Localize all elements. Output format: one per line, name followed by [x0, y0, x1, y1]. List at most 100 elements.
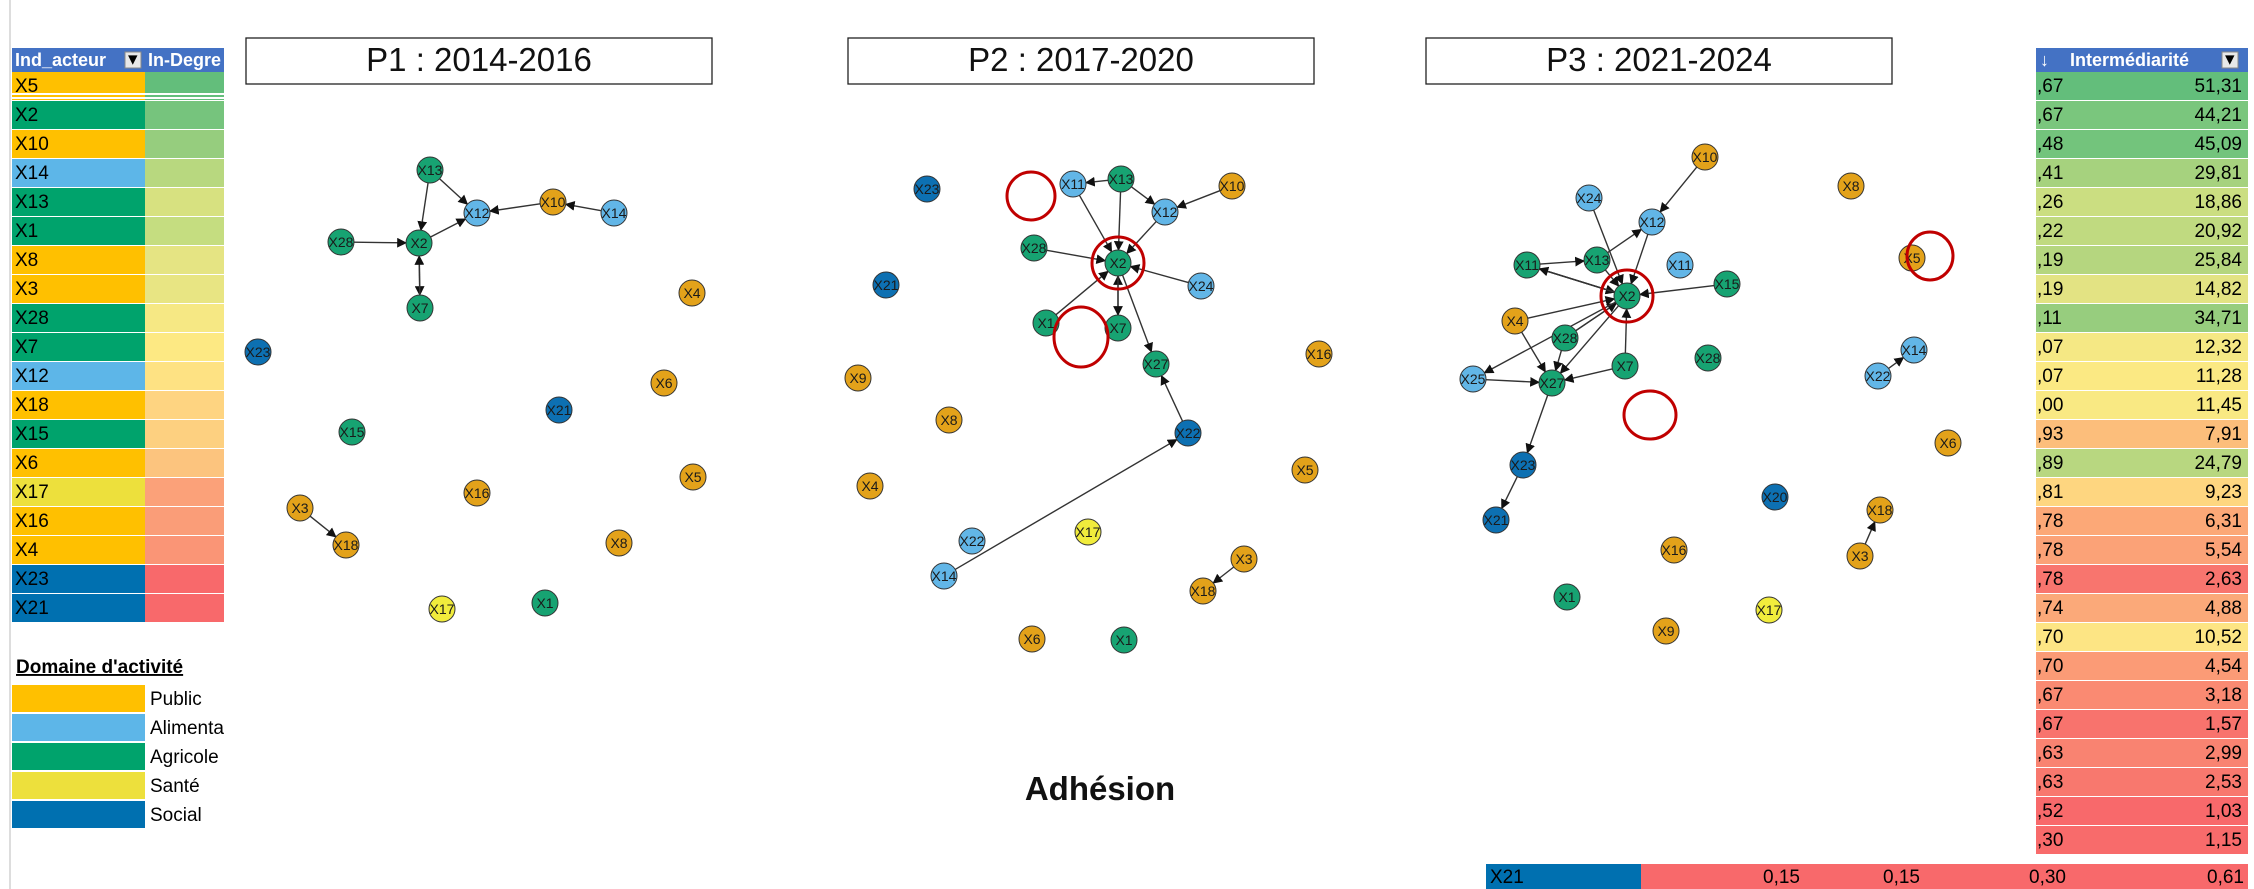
table-row-actor-cell[interactable]	[12, 449, 145, 477]
network-node[interactable]	[1864, 362, 1892, 390]
table-row-centrality[interactable]	[2036, 594, 2248, 622]
network-node[interactable]	[1104, 314, 1132, 342]
network-node[interactable]	[679, 463, 707, 491]
network-node[interactable]	[1660, 536, 1688, 564]
network-node[interactable]	[1020, 234, 1048, 262]
table-row-actor-cell[interactable]	[12, 478, 145, 506]
network-node[interactable]	[935, 406, 963, 434]
table-row-centrality[interactable]	[2036, 623, 2248, 651]
network-node[interactable]	[1553, 583, 1581, 611]
table-row-actor-cell[interactable]	[12, 246, 145, 274]
network-node[interactable]	[844, 364, 872, 392]
network-node[interactable]	[650, 369, 678, 397]
network-node[interactable]	[1151, 198, 1179, 226]
table-row-indegree-cell[interactable]	[145, 333, 224, 361]
table-row-centrality[interactable]	[2036, 304, 2248, 332]
table-row-centrality[interactable]	[2036, 797, 2248, 825]
table-row-indegree-cell[interactable]	[145, 594, 224, 622]
network-node[interactable]	[1059, 170, 1087, 198]
table-row-centrality[interactable]	[2036, 565, 2248, 593]
network-node[interactable]	[332, 531, 360, 559]
left-header-cell-2[interactable]	[145, 48, 224, 72]
table-row-indegree-cell[interactable]	[145, 101, 224, 129]
table-row-centrality[interactable]	[2036, 826, 2248, 854]
network-node[interactable]	[545, 396, 573, 424]
table-row-indegree-cell[interactable]	[145, 420, 224, 448]
table-row-centrality[interactable]	[2036, 507, 2248, 535]
network-node[interactable]	[428, 595, 456, 623]
filter-dropdown-button[interactable]	[124, 51, 142, 69]
network-node[interactable]	[930, 562, 958, 590]
network-node[interactable]	[1459, 365, 1487, 393]
network-node[interactable]	[416, 156, 444, 184]
network-node[interactable]	[1018, 625, 1046, 653]
network-node[interactable]	[327, 228, 355, 256]
network-node[interactable]	[1482, 506, 1510, 534]
network-node[interactable]	[1652, 617, 1680, 645]
table-row-centrality[interactable]	[2036, 478, 2248, 506]
network-node[interactable]	[1691, 143, 1719, 171]
table-row-actor-cell[interactable]	[12, 333, 145, 361]
network-node[interactable]	[1513, 251, 1541, 279]
network-node[interactable]	[539, 188, 567, 216]
table-row-centrality[interactable]	[2036, 681, 2248, 709]
table-row-indegree-cell[interactable]	[145, 72, 224, 100]
table-row-centrality[interactable]	[2036, 101, 2248, 129]
network-node[interactable]	[1551, 324, 1579, 352]
table-row-actor-cell[interactable]	[12, 420, 145, 448]
network-node[interactable]	[1866, 496, 1894, 524]
table-row-centrality[interactable]	[2036, 188, 2248, 216]
table-row-indegree-cell[interactable]	[145, 275, 224, 303]
table-row-centrality[interactable]	[2036, 275, 2248, 303]
network-node[interactable]	[1583, 246, 1611, 274]
table-row-centrality[interactable]	[2036, 333, 2248, 361]
network-node[interactable]	[463, 479, 491, 507]
table-row-actor-cell[interactable]	[12, 391, 145, 419]
right-sort-header[interactable]	[2036, 48, 2064, 72]
table-row-centrality[interactable]	[2036, 710, 2248, 738]
table-row-indegree-cell[interactable]	[145, 536, 224, 564]
table-row-actor-cell[interactable]	[12, 565, 145, 593]
network-node[interactable]	[958, 527, 986, 555]
table-row-indegree-cell[interactable]	[145, 507, 224, 535]
network-node[interactable]	[605, 529, 633, 557]
network-node[interactable]	[286, 494, 314, 522]
network-node[interactable]	[1611, 352, 1639, 380]
table-row-centrality[interactable]	[2036, 739, 2248, 767]
table-row-indegree-cell[interactable]	[145, 449, 224, 477]
table-row-indegree-cell[interactable]	[145, 188, 224, 216]
table-row-actor-cell[interactable]	[12, 507, 145, 535]
network-node[interactable]	[1755, 596, 1783, 624]
network-node[interactable]	[678, 279, 706, 307]
network-node[interactable]	[1761, 483, 1789, 511]
table-row-centrality[interactable]	[2036, 217, 2248, 245]
table-row-actor-cell[interactable]	[12, 217, 145, 245]
network-node[interactable]	[1837, 172, 1865, 200]
footer-actor-cell[interactable]	[1486, 864, 1641, 889]
network-node[interactable]	[1575, 184, 1603, 212]
table-row-indegree-cell[interactable]	[145, 130, 224, 158]
table-row-centrality[interactable]	[2036, 536, 2248, 564]
network-node[interactable]	[1538, 369, 1566, 397]
network-node[interactable]	[1934, 429, 1962, 457]
network-node[interactable]	[244, 338, 272, 366]
table-row-centrality[interactable]	[2036, 246, 2248, 274]
table-row-centrality[interactable]	[2036, 362, 2248, 390]
network-node[interactable]	[1187, 272, 1215, 300]
network-node[interactable]	[1174, 419, 1202, 447]
network-node[interactable]	[406, 294, 434, 322]
table-row-indegree-cell[interactable]	[145, 362, 224, 390]
network-node[interactable]	[1074, 518, 1102, 546]
network-node[interactable]	[531, 589, 559, 617]
table-row-actor-cell[interactable]	[12, 536, 145, 564]
table-row-actor-cell[interactable]	[12, 72, 145, 100]
table-row-centrality[interactable]	[2036, 72, 2248, 100]
table-row-centrality[interactable]	[2036, 130, 2248, 158]
network-node[interactable]	[600, 199, 628, 227]
left-header-cell-1[interactable]	[12, 48, 145, 72]
network-node[interactable]	[872, 271, 900, 299]
table-row-actor-cell[interactable]	[12, 101, 145, 129]
table-row-actor-cell[interactable]	[12, 188, 145, 216]
network-node[interactable]	[1230, 545, 1258, 573]
table-row-actor-cell[interactable]	[12, 594, 145, 622]
